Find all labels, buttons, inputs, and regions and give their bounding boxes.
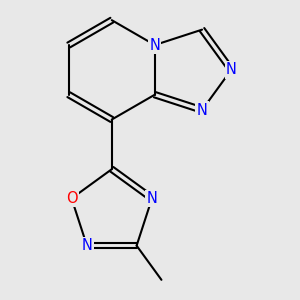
Text: N: N	[146, 191, 158, 206]
Text: O: O	[66, 191, 77, 206]
Text: N: N	[149, 38, 160, 52]
Text: N: N	[82, 238, 92, 253]
Text: N: N	[196, 103, 208, 118]
Text: N: N	[226, 62, 237, 77]
